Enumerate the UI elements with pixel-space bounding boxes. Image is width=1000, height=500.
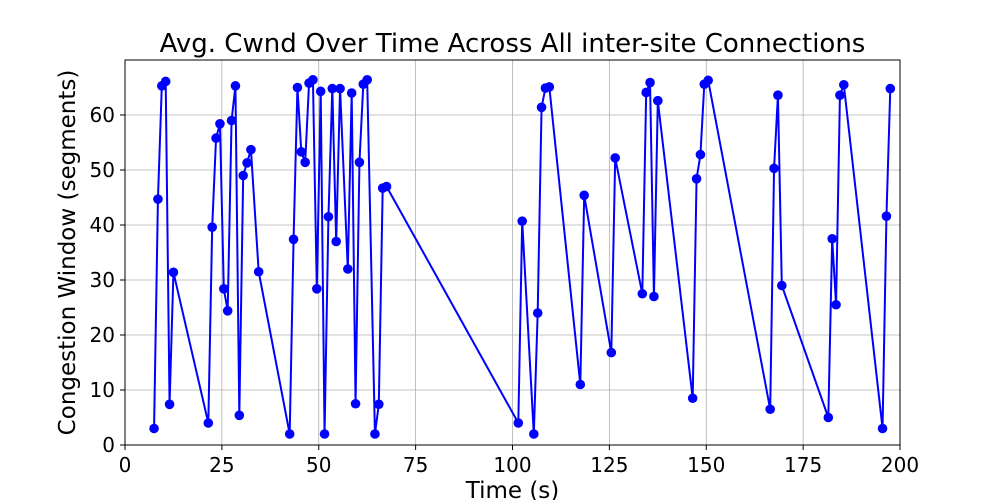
data-point: [691, 174, 702, 184]
chart-title: Avg. Cwnd Over Time Across All inter-sit…: [160, 29, 866, 59]
data-point: [300, 157, 310, 168]
y-axis-title: Congestion Window (segments): [55, 70, 81, 436]
data-point: [230, 81, 241, 91]
data-point: [234, 410, 245, 421]
data-point: [653, 95, 663, 106]
data-point: [211, 133, 221, 143]
data-point: [160, 76, 171, 87]
data-point: [885, 83, 896, 94]
data-point: [877, 423, 888, 434]
axis-ticks: 0 25 50 75 100 125 150 175 200 0 10 20 30 40 50 60: [90, 103, 920, 477]
data-point: [323, 211, 334, 222]
x-tick-label: 75: [403, 453, 428, 477]
y-tick-label: 10: [90, 378, 115, 402]
data-point: [343, 264, 353, 274]
data-point: [637, 288, 648, 299]
data-point: [288, 234, 299, 245]
data-point: [222, 306, 233, 316]
data-point: [284, 429, 295, 439]
data-point: [319, 429, 330, 439]
y-tick-label: 50: [90, 158, 115, 182]
data-point: [769, 163, 779, 174]
data-point: [168, 267, 179, 278]
data-point: [296, 147, 307, 157]
y-tick-label: 30: [90, 268, 115, 292]
data-point: [350, 398, 361, 409]
data-point: [687, 393, 698, 404]
data-point: [765, 404, 775, 415]
x-tick-label: 150: [687, 453, 725, 477]
data-point: [835, 90, 845, 100]
data-point: [532, 308, 543, 318]
data-point: [610, 153, 620, 163]
data-point: [164, 399, 175, 410]
data-point: [226, 115, 237, 126]
x-axis-title: Time (s): [465, 478, 560, 500]
data-point: [354, 157, 365, 168]
data-point: [695, 149, 706, 160]
data-point: [773, 90, 783, 100]
data-point: [238, 170, 248, 181]
data-point: [536, 102, 547, 113]
data-point: [823, 412, 834, 423]
x-tick-label: 50: [306, 453, 331, 477]
x-tick-label: 200: [881, 453, 919, 477]
data-point: [315, 86, 326, 97]
data-point: [242, 158, 252, 168]
data-point: [703, 75, 713, 86]
data-point: [529, 429, 539, 439]
data-point: [370, 429, 380, 439]
data-point: [215, 119, 225, 129]
y-tick-label: 60: [90, 103, 115, 127]
data-point: [839, 79, 849, 90]
data-point: [513, 418, 524, 428]
data-point: [327, 83, 338, 94]
data-point: [641, 87, 651, 98]
data-point: [544, 82, 555, 92]
x-tick-label: 0: [119, 453, 132, 477]
x-tick-label: 100: [493, 453, 531, 477]
data-point: [649, 291, 659, 302]
data-point: [312, 284, 322, 294]
data-point: [362, 75, 372, 85]
data-point: [374, 399, 384, 410]
data-point: [827, 233, 837, 244]
data-point: [575, 379, 586, 390]
data-point: [517, 216, 527, 226]
data-point: [308, 75, 318, 85]
data-point: [335, 83, 345, 94]
data-point: [881, 211, 892, 221]
data-point: [253, 266, 264, 277]
x-tick-label: 25: [209, 453, 234, 477]
data-point: [219, 284, 229, 294]
data-point: [606, 347, 617, 358]
data-point: [292, 82, 303, 93]
data-point: [207, 222, 217, 232]
data-point: [153, 194, 163, 204]
y-tick-label: 40: [90, 213, 115, 237]
data-point: [777, 280, 787, 291]
data-point: [381, 181, 392, 192]
x-tick-label: 175: [784, 453, 822, 477]
data-point: [346, 88, 357, 98]
data-point: [579, 190, 589, 201]
y-tick-label: 20: [90, 323, 115, 347]
data-point: [246, 144, 256, 155]
data-series: [149, 75, 896, 439]
x-tick-label: 125: [590, 453, 628, 477]
data-point: [645, 77, 655, 88]
data-point: [203, 418, 214, 428]
data-point: [331, 236, 341, 247]
data-point: [149, 423, 159, 434]
y-tick-label: 0: [102, 433, 115, 457]
data-point: [831, 299, 841, 310]
